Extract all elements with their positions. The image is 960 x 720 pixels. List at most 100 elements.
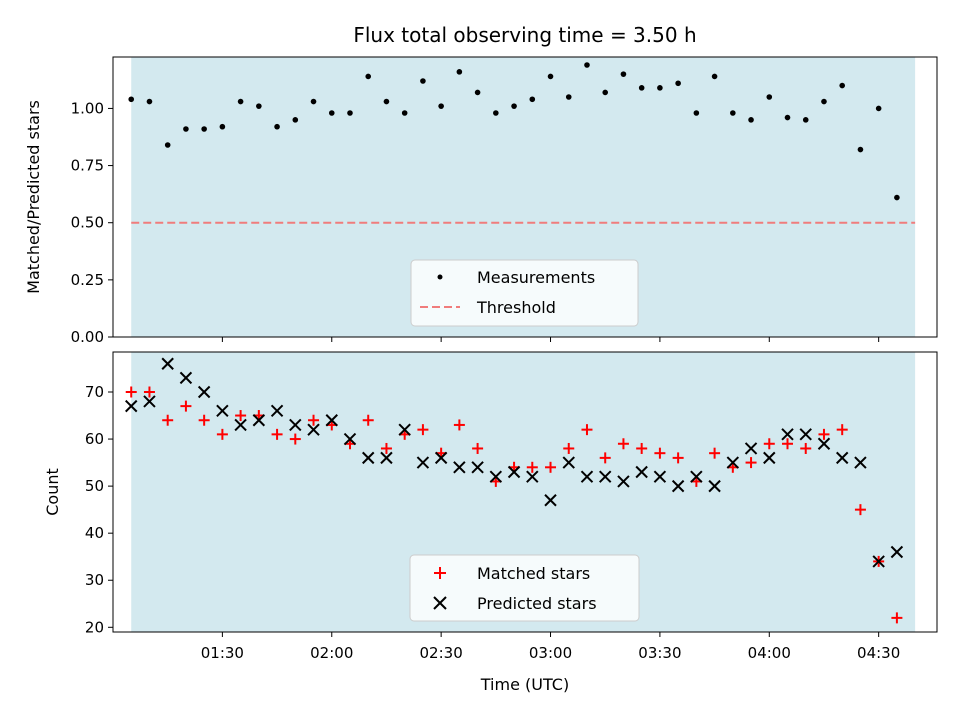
predicted-star-marker xyxy=(872,555,885,568)
matched-star-marker xyxy=(763,438,775,450)
y-tick-label: 0.50 xyxy=(71,214,104,232)
matched-star-marker xyxy=(854,504,866,516)
predicted-star-markers xyxy=(125,357,904,568)
x-tick-label: 02:00 xyxy=(310,644,353,662)
predicted-star-marker xyxy=(125,399,138,413)
matched-star-marker xyxy=(545,461,557,473)
measurement-point xyxy=(802,117,809,123)
matched-star-marker xyxy=(271,428,283,440)
y-tick-label: 60 xyxy=(85,430,104,448)
matched-star-marker xyxy=(198,414,210,426)
y-tick-label: 20 xyxy=(85,618,104,636)
matched-star-marker xyxy=(380,442,392,454)
predicted-star-marker xyxy=(234,418,247,432)
matched-star-marker xyxy=(143,386,155,398)
matched-star-marker xyxy=(891,612,903,624)
y-axis-label: Matched/Predicted stars xyxy=(24,100,43,294)
measurement-point xyxy=(347,110,353,116)
axes-frame xyxy=(112,351,938,633)
measurement-point xyxy=(675,80,681,87)
y-axis-ticks: 0.00 0.25 0.50 0.75 1.00 xyxy=(71,99,113,346)
chart-title: Flux total observing time = 3.50 h xyxy=(353,23,696,47)
matched-star-marker xyxy=(709,447,721,459)
matched-star-marker xyxy=(581,424,593,436)
predicted-star-marker xyxy=(270,404,284,418)
predicted-star-marker xyxy=(799,428,812,441)
predicted-star-marker xyxy=(143,395,156,408)
measurement-point xyxy=(511,103,517,109)
predicted-star-marker xyxy=(216,404,229,418)
predicted-star-marker xyxy=(562,456,575,469)
predicted-star-marker xyxy=(380,451,393,465)
measurement-point xyxy=(602,89,609,96)
measurement-point xyxy=(857,146,864,153)
x-tick-label: 04:30 xyxy=(857,644,900,662)
predicted-star-marker xyxy=(890,545,904,559)
measurement-point xyxy=(401,110,408,116)
matched-star-marker xyxy=(636,442,648,454)
measurement-point xyxy=(183,126,189,132)
matched-star-marker xyxy=(836,424,848,436)
predicted-star-marker xyxy=(398,423,411,436)
matched-star-marker xyxy=(818,428,830,440)
measurement-point xyxy=(438,103,444,109)
predicted-star-marker xyxy=(252,414,266,427)
predicted-star-marker xyxy=(471,461,484,474)
matched-star-marker xyxy=(800,442,812,454)
predicted-star-marker xyxy=(416,456,430,469)
measurement-point xyxy=(310,98,317,105)
y-tick-label: 40 xyxy=(85,524,104,542)
y-axis-label: Count xyxy=(43,468,62,516)
measurement-point xyxy=(657,85,663,91)
legend: Matched stars Predicted stars xyxy=(409,554,640,622)
legend-x-marker xyxy=(433,596,447,610)
y-tick-label: 0.75 xyxy=(71,157,104,175)
measurement-point xyxy=(146,98,153,105)
matched-star-marker xyxy=(617,438,629,450)
matched-star-marker xyxy=(162,414,174,426)
matched-star-marker xyxy=(672,452,684,464)
x-tick-label: 03:30 xyxy=(638,644,681,662)
matched-star-marker xyxy=(362,414,374,426)
predicted-star-marker xyxy=(690,470,703,483)
predicted-star-marker xyxy=(289,418,302,432)
predicted-star-marker xyxy=(653,470,667,483)
predicted-star-marker xyxy=(744,442,758,455)
y-axis-ticks: 20 30 40 50 60 70 xyxy=(85,383,113,636)
x-tick-label: 01:30 xyxy=(201,644,244,662)
matched-star-marker xyxy=(289,433,301,445)
measurement-point xyxy=(164,142,171,148)
measurement-point xyxy=(839,82,846,89)
predicted-star-marker xyxy=(325,414,338,427)
y-tick-label: 0.00 xyxy=(71,328,104,346)
matched-star-marker xyxy=(125,386,137,398)
predicted-star-marker xyxy=(671,479,685,493)
measurement-point xyxy=(711,73,718,80)
measurement-point xyxy=(766,94,773,100)
x-axis-ticks: 01:30 02:00 02:30 03:00 03:30 04:00 04:30 xyxy=(201,632,900,662)
measurement-point xyxy=(292,117,299,123)
predicted-star-marker xyxy=(708,479,721,493)
predicted-star-marker xyxy=(635,465,648,479)
legend-label-threshold: Threshold xyxy=(476,298,556,317)
predicted-star-marker xyxy=(835,451,849,465)
measurement-point xyxy=(365,73,372,80)
matched-star-marker xyxy=(453,419,465,431)
measurement-point xyxy=(784,114,791,121)
predicted-star-marker xyxy=(544,494,557,507)
measurement-point xyxy=(328,110,335,116)
matched-star-marker xyxy=(599,452,611,464)
measurement-point xyxy=(383,98,390,105)
predicted-star-marker xyxy=(179,371,193,385)
panel-ratio: 0.00 0.25 0.50 0.75 1.00 Flux total observin… xyxy=(24,23,938,346)
matched-star-marker xyxy=(782,438,794,450)
matched-star-marker xyxy=(180,400,192,412)
x-tick-label: 02:30 xyxy=(420,644,463,662)
measurement-point xyxy=(237,98,244,105)
measurement-point xyxy=(565,94,572,100)
matched-star-marker xyxy=(472,442,484,454)
measurement-point xyxy=(474,89,481,96)
legend-plus-marker xyxy=(434,567,446,579)
measurement-point xyxy=(821,98,827,105)
matched-star-marker xyxy=(563,442,575,454)
